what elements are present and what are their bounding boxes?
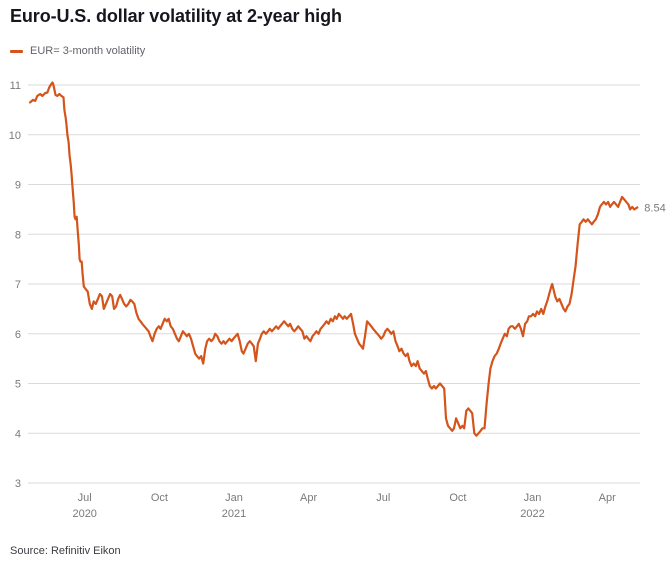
volatility-line bbox=[29, 81, 639, 437]
x-tick-label: Jan bbox=[524, 492, 542, 504]
x-tick-label: Jan bbox=[225, 492, 243, 504]
y-tick-label: 5 bbox=[15, 379, 21, 391]
last-value-label: 8.54 bbox=[644, 202, 665, 214]
x-tick-year-label: 2022 bbox=[520, 508, 544, 520]
page-title: Euro-U.S. dollar volatility at 2-year hi… bbox=[10, 6, 342, 26]
x-tick-label: Oct bbox=[151, 492, 168, 504]
x-tick-label: Oct bbox=[449, 492, 466, 504]
source-note: Source: Refinitiv Eikon bbox=[10, 545, 121, 557]
x-tick-year-label: 2021 bbox=[222, 508, 246, 520]
y-tick-label: 3 bbox=[15, 478, 21, 490]
y-tick-label: 8 bbox=[15, 229, 21, 241]
x-tick-label: Jul bbox=[78, 492, 92, 504]
legend-line-swatch-icon bbox=[10, 49, 23, 53]
y-tick-label: 10 bbox=[9, 130, 21, 142]
legend-label: EUR= 3-month volatility bbox=[30, 45, 146, 57]
legend: EUR= 3-month volatility bbox=[10, 45, 145, 57]
x-tick-label: Apr bbox=[599, 492, 616, 504]
y-tick-label: 6 bbox=[15, 329, 21, 341]
y-tick-label: 11 bbox=[10, 80, 21, 92]
x-tick-label: Jul bbox=[376, 492, 390, 504]
y-tick-label: 4 bbox=[15, 428, 21, 440]
x-tick-year-label: 2020 bbox=[72, 508, 96, 520]
y-tick-label: 7 bbox=[15, 279, 21, 291]
y-tick-label: 9 bbox=[15, 180, 21, 192]
x-tick-label: Apr bbox=[300, 492, 317, 504]
